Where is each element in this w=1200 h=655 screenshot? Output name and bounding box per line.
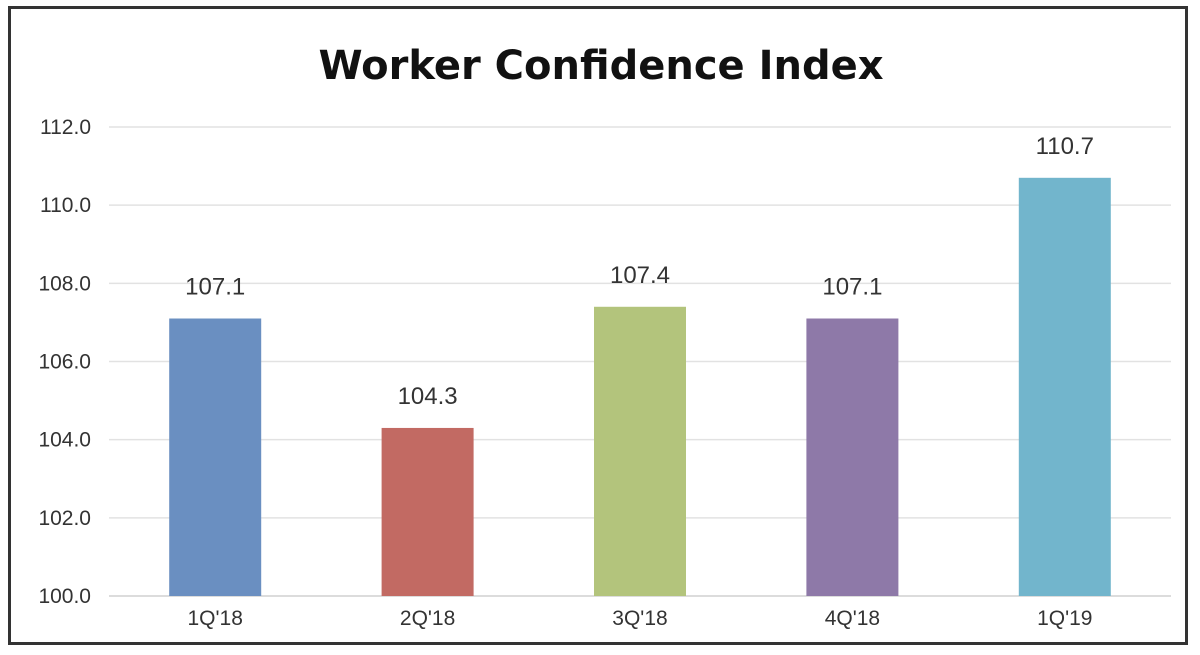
y-tick-label: 108.0 bbox=[38, 272, 91, 295]
data-label: 107.1 bbox=[822, 274, 882, 301]
bar-chart: Worker Confidence Index 100.0102.0104.01… bbox=[38, 43, 1171, 630]
x-axis-categories: 1Q'18 2Q'18 3Q'18 4Q'18 1Q'19 bbox=[188, 607, 1093, 630]
y-tick-label: 102.0 bbox=[38, 507, 91, 530]
data-label: 107.1 bbox=[185, 274, 245, 301]
bar-0 bbox=[169, 318, 262, 596]
bar-4 bbox=[1018, 177, 1111, 596]
x-tick-label: 1Q'18 bbox=[188, 607, 243, 630]
y-tick-label: 110.0 bbox=[40, 194, 91, 217]
chart-frame: Worker Confidence Index 100.0 102.0 104.0 1… bbox=[8, 6, 1188, 645]
x-tick-label: 3Q'18 bbox=[612, 607, 667, 630]
y-axis-ticks: 100.0 102.0 104.0 106.0 108.0 110.0 112.0 bbox=[38, 116, 91, 608]
x-tick-label: 1Q'19 bbox=[1037, 607, 1092, 630]
data-label: 104.3 bbox=[398, 383, 458, 410]
bar-3 bbox=[806, 318, 899, 596]
bars bbox=[169, 177, 1111, 596]
x-tick-label: 2Q'18 bbox=[400, 607, 455, 630]
data-label: 110.7 bbox=[1036, 133, 1094, 160]
y-tick-label: 104.0 bbox=[38, 429, 91, 452]
data-labels: 107.1 104.3 107.4 107.1 110.7 bbox=[185, 133, 1094, 410]
x-tick-label: 4Q'18 bbox=[825, 607, 880, 630]
y-tick-label: 112.0 bbox=[40, 116, 91, 139]
y-tick-label: 100.0 bbox=[38, 585, 91, 608]
chart-title: Worker Confidence Index bbox=[318, 43, 883, 89]
y-tick-label: 106.0 bbox=[38, 351, 91, 374]
data-label: 107.4 bbox=[610, 262, 670, 289]
bar-1 bbox=[381, 427, 474, 596]
bar-2 bbox=[594, 306, 686, 596]
